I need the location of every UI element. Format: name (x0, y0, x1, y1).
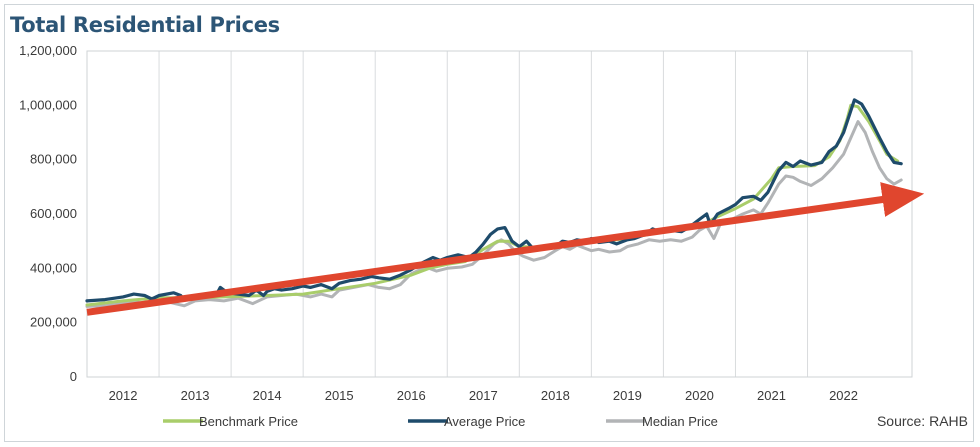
legend-label: Median Price (642, 414, 718, 429)
trend-arrow (86, 182, 925, 316)
legend-label: Benchmark Price (199, 414, 298, 429)
x-tick-label: 2018 (541, 388, 570, 403)
x-tick-label: 2022 (829, 388, 858, 403)
x-tick-label: 2021 (757, 388, 786, 403)
y-tick-label: 1,000,000 (19, 97, 77, 112)
series-line-average-price (85, 98, 903, 303)
legend-label: Average Price (444, 414, 525, 429)
y-tick-label: 200,000 (30, 315, 77, 330)
legend: Benchmark Price Average Price Median Price (163, 414, 718, 429)
y-tick-label: 800,000 (30, 152, 77, 167)
series-layer (85, 98, 903, 308)
grid-layer (86, 50, 913, 378)
x-tick-label: 2020 (685, 388, 714, 403)
axis-layer: 0 200,000 400,000 600,000 800,000 1,000,000 1,… (19, 43, 858, 403)
x-tick-label: 2012 (109, 388, 138, 403)
x-tick-label: 2015 (325, 388, 354, 403)
annotation-layer (86, 182, 925, 316)
x-tick-label: 2013 (181, 388, 210, 403)
x-tick-label: 2016 (397, 388, 426, 403)
y-tick-label: 400,000 (30, 260, 77, 275)
y-tick-label: 1,200,000 (19, 43, 77, 58)
source-note: Source: RAHB (876, 413, 968, 429)
series-line-benchmark-price (85, 103, 900, 307)
x-tick-label: 2019 (613, 388, 642, 403)
chart-title: Total Residential Prices (10, 13, 280, 37)
y-tick-label: 0 (70, 369, 77, 384)
x-tick-label: 2014 (253, 388, 282, 403)
chart-frame (4, 4, 974, 442)
x-tick-label: 2017 (469, 388, 498, 403)
y-tick-label: 600,000 (30, 206, 77, 221)
